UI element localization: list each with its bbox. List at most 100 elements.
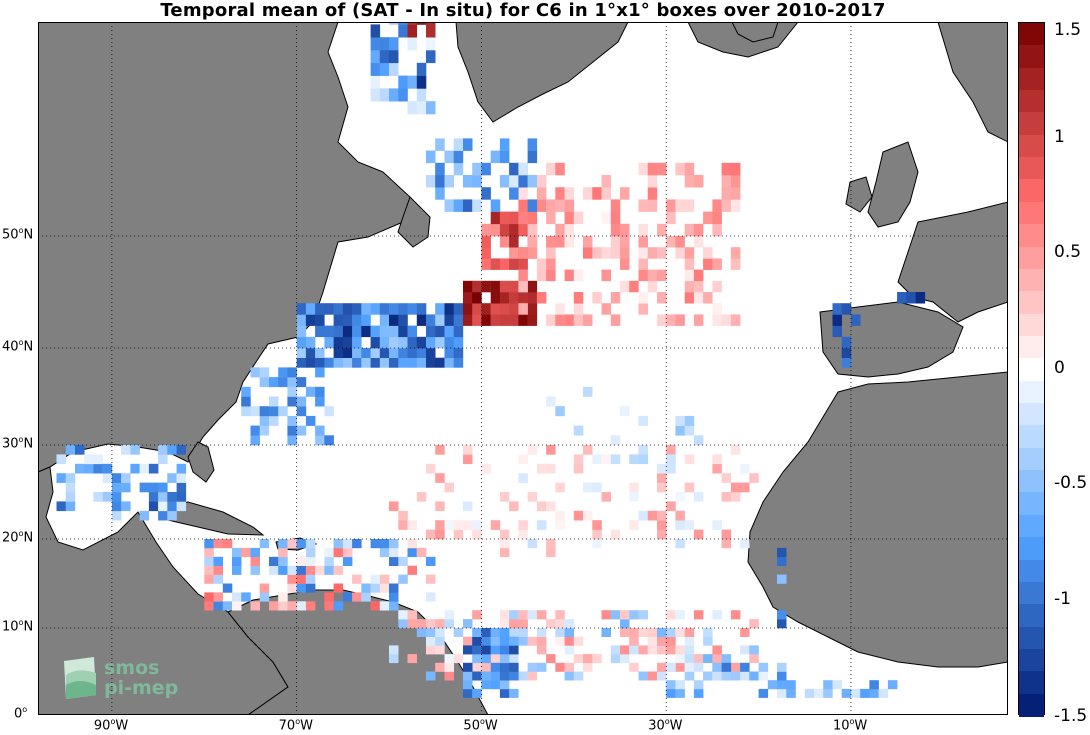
- anomaly-cell: [472, 303, 482, 315]
- anomaly-cell: [167, 445, 177, 455]
- anomaly-cell: [241, 592, 251, 602]
- anomaly-cell: [379, 574, 390, 584]
- anomaly-cell: [453, 138, 464, 151]
- anomaly-cell: [684, 425, 695, 436]
- anomaly-cell: [490, 280, 501, 293]
- anomaly-cell: [204, 574, 214, 584]
- anomaly-cell: [426, 628, 436, 637]
- anomaly-cell: [444, 520, 454, 530]
- anomaly-cell: [499, 223, 510, 237]
- anomaly-cell: [610, 654, 621, 664]
- anomaly-cell: [259, 583, 270, 593]
- anomaly-cell: [333, 336, 344, 349]
- anomaly-cell: [712, 671, 722, 681]
- anomaly-cell: [65, 492, 76, 502]
- anomaly-cell: [158, 445, 168, 455]
- anomaly-cell: [499, 292, 510, 304]
- anomaly-cell: [232, 556, 242, 566]
- anomaly-cell: [407, 619, 417, 629]
- map-panel[interactable]: [38, 22, 1008, 715]
- anomaly-cell: [758, 662, 769, 672]
- anomaly-cell: [305, 601, 316, 611]
- longitude-tick-label: 70oW: [278, 717, 313, 734]
- colorbar-band: [1019, 134, 1044, 158]
- anomaly-cell: [121, 482, 131, 493]
- anomaly-cell: [509, 258, 519, 270]
- anomaly-cell: [426, 592, 436, 602]
- anomaly-cell: [684, 654, 695, 664]
- anomaly-cell: [518, 303, 528, 315]
- anomaly-cell: [740, 662, 750, 672]
- anomaly-cell: [490, 199, 501, 212]
- anomaly-cell: [472, 199, 482, 212]
- anomaly-cell: [657, 662, 667, 672]
- anomaly-cell: [730, 162, 741, 176]
- anomaly-cell: [546, 539, 556, 549]
- anomaly-cell: [777, 671, 787, 681]
- anomaly-cell: [620, 280, 630, 293]
- anomaly-cell: [398, 556, 408, 566]
- anomaly-cell: [278, 377, 288, 388]
- anomaly-cell: [777, 574, 787, 584]
- anomaly-cell: [629, 636, 639, 646]
- anomaly-cell: [463, 175, 473, 188]
- colorbar-band: [1019, 224, 1044, 248]
- anomaly-cell: [749, 473, 759, 483]
- anomaly-cell: [555, 482, 565, 493]
- anomaly-cell: [407, 547, 417, 558]
- anomaly-cell: [444, 175, 454, 188]
- anomaly-cell: [684, 223, 695, 237]
- colorbar-band: [1019, 425, 1044, 449]
- anomaly-cell: [610, 292, 621, 304]
- anomaly-cell: [666, 211, 676, 225]
- anomaly-cell: [435, 501, 445, 512]
- graticule: [38, 22, 1008, 715]
- anomaly-cell: [592, 520, 602, 530]
- anomaly-cell: [398, 336, 408, 349]
- anomaly-cell: [546, 547, 556, 558]
- anomaly-cell: [204, 539, 214, 549]
- anomaly-cell: [684, 280, 695, 293]
- anomaly-cell: [777, 547, 787, 558]
- anomaly-cell: [684, 645, 695, 655]
- anomaly-cell: [490, 671, 501, 681]
- anomaly-cell: [693, 280, 704, 293]
- anomaly-cell: [259, 539, 270, 549]
- anomaly-cell: [167, 510, 177, 521]
- anomaly-cell: [666, 236, 676, 248]
- anomaly-cell: [315, 303, 325, 315]
- anomaly-cell: [887, 680, 898, 690]
- map-canvas[interactable]: [38, 22, 1008, 715]
- anomaly-cell: [296, 539, 307, 549]
- anomaly-cell: [287, 435, 297, 446]
- anomaly-cell: [499, 636, 510, 646]
- anomaly-cell: [389, 501, 399, 512]
- anomaly-cell: [102, 492, 113, 502]
- anomaly-cell: [730, 199, 741, 212]
- anomaly-cell: [296, 396, 307, 407]
- anomaly-cell: [555, 199, 565, 212]
- anomaly-cell: [684, 292, 695, 304]
- anomaly-cell: [620, 223, 630, 237]
- anomaly-cell: [407, 654, 417, 664]
- anomaly-cell: [546, 162, 556, 176]
- anomaly-cell: [121, 445, 131, 455]
- anomaly-cell: [666, 645, 676, 655]
- anomaly-cell: [629, 482, 639, 493]
- anomaly-cell: [379, 601, 390, 611]
- anomaly-cell: [352, 357, 362, 368]
- anomaly-cell: [435, 187, 445, 200]
- anomaly-cell: [333, 601, 344, 611]
- anomaly-cell: [675, 510, 685, 521]
- smos-pimep-logo: smos pi-mep: [60, 655, 190, 703]
- anomaly-cell: [426, 150, 436, 164]
- anomaly-cell: [65, 501, 76, 512]
- anomaly-cell: [398, 510, 408, 521]
- anomaly-cell: [906, 292, 916, 304]
- anomaly-cell: [573, 425, 584, 436]
- anomaly-cell: [342, 556, 353, 566]
- anomaly-cell: [426, 22, 436, 25]
- anomaly-cell: [324, 592, 334, 602]
- colorbar-band: [1019, 380, 1044, 404]
- anomaly-cell: [370, 75, 381, 89]
